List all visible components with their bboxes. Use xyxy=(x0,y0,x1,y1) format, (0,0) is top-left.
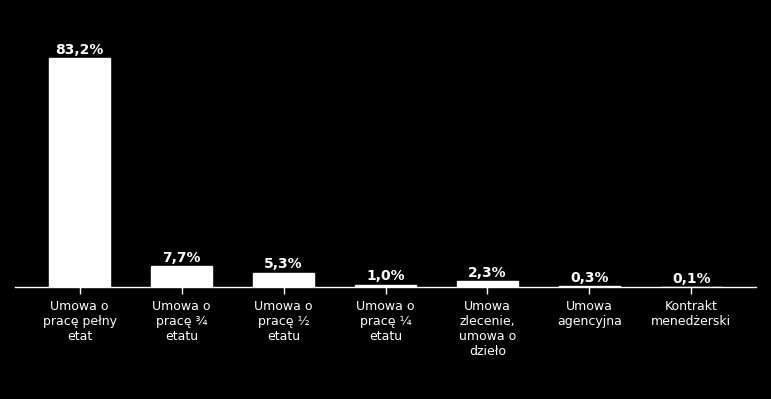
Text: 0,1%: 0,1% xyxy=(672,272,711,286)
Bar xyxy=(253,273,314,287)
Text: 5,3%: 5,3% xyxy=(264,257,303,271)
Bar xyxy=(559,286,620,287)
Text: 7,7%: 7,7% xyxy=(163,251,201,265)
Bar xyxy=(457,281,518,287)
Text: 0,3%: 0,3% xyxy=(570,271,608,285)
Bar xyxy=(49,58,110,287)
Text: 1,0%: 1,0% xyxy=(366,269,405,283)
Bar xyxy=(355,284,416,287)
Text: 2,3%: 2,3% xyxy=(468,266,507,280)
Text: 83,2%: 83,2% xyxy=(56,43,104,57)
Bar xyxy=(151,266,212,287)
